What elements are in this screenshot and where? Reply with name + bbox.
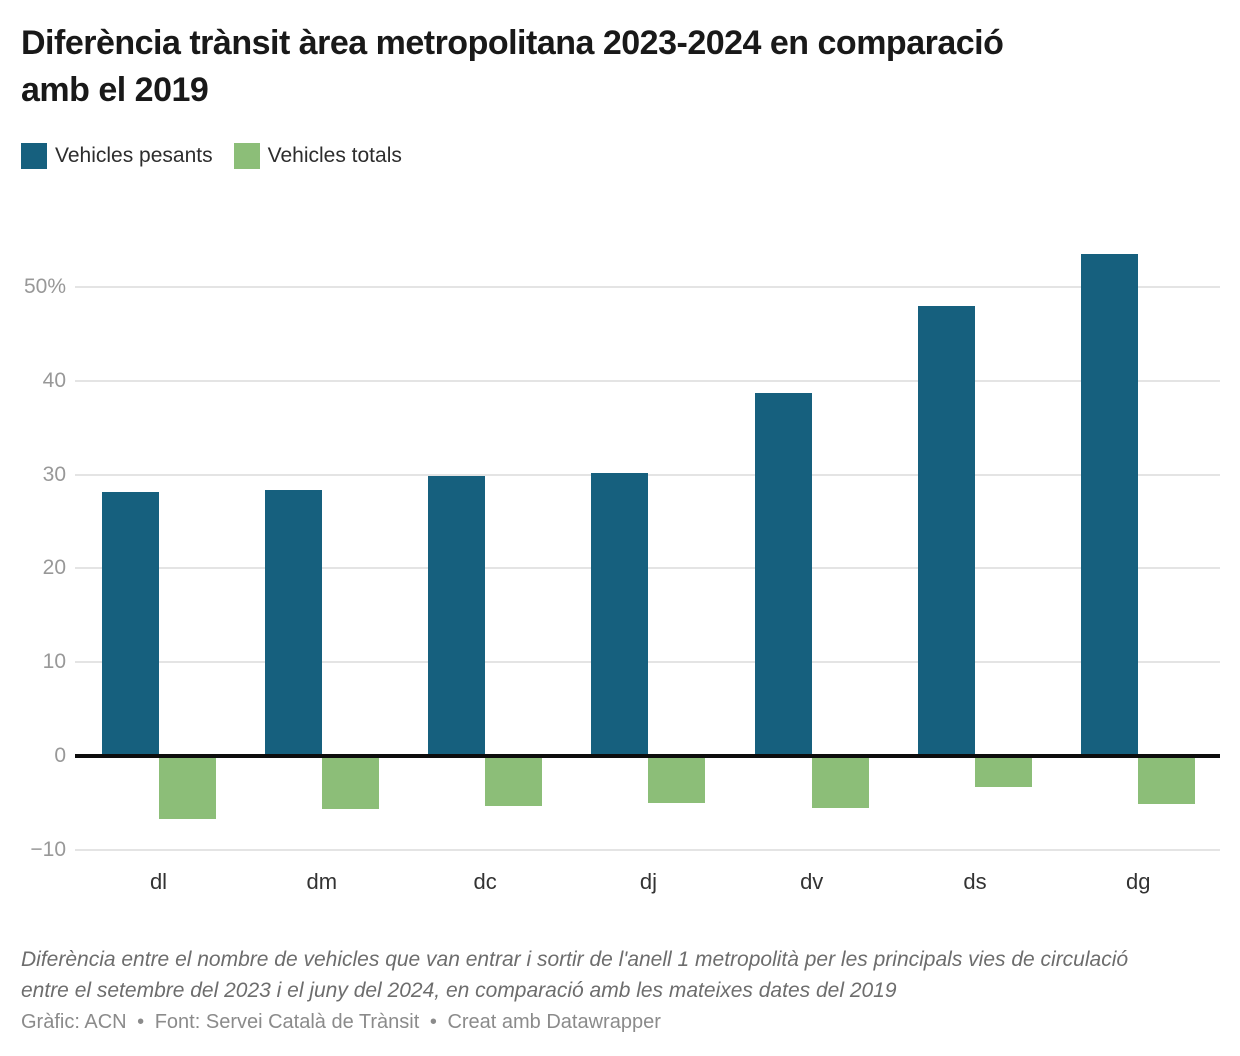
y-axis-tick-label-0: 0 xyxy=(54,744,66,767)
y-axis-tick-label-20: 20 xyxy=(42,556,66,580)
footer-datawrapper-link[interactable]: Creat amb Datawrapper xyxy=(447,1011,661,1033)
legend-swatch-totals xyxy=(233,143,260,169)
chart-footer: Gràfic: ACN • Font: Servei Català de Trà… xyxy=(21,1011,661,1034)
chart-title: Diferència trànsit àrea metropolitana 20… xyxy=(21,24,1004,109)
y-axis-tick-label-40: 40 xyxy=(42,368,66,392)
bar-totals-dj[interactable] xyxy=(648,756,706,803)
bar-totals-dm[interactable] xyxy=(321,756,379,809)
bar-totals-dg[interactable] xyxy=(1138,756,1196,804)
footer-credit: Gràfic: ACN xyxy=(21,1011,127,1033)
y-axis-tick-label-10: 10 xyxy=(42,650,66,674)
legend-swatch-pesants xyxy=(21,143,47,169)
bar-totals-dv[interactable] xyxy=(811,756,869,808)
bar-totals-dc[interactable] xyxy=(485,756,543,806)
footer-separator-icon: • xyxy=(137,1011,145,1033)
zero-axis-line xyxy=(75,754,1220,758)
x-axis-label-dv: dv xyxy=(800,869,824,894)
legend-item-totals: Vehicles totals xyxy=(233,143,402,169)
legend-label-pesants: Vehicles pesants xyxy=(55,144,213,167)
legend-label-totals: Vehicles totals xyxy=(267,144,402,167)
gridline-50 xyxy=(75,286,1220,288)
chart-note: Diferència entre el nombre de vehicles q… xyxy=(21,948,1129,1002)
legend-item-pesants: Vehicles pesants xyxy=(21,143,213,169)
bar-totals-dl[interactable] xyxy=(158,756,216,819)
bar-pesants-dj[interactable] xyxy=(591,472,649,756)
bar-pesants-dv[interactable] xyxy=(754,392,812,756)
bar-pesants-ds[interactable] xyxy=(918,305,975,756)
x-axis-label-dj: dj xyxy=(639,869,657,894)
x-axis-label-dm: dm xyxy=(306,869,338,894)
gridline-40 xyxy=(75,379,1220,382)
x-axis-label-dg: dg xyxy=(1126,869,1151,894)
bar-pesants-dg[interactable] xyxy=(1081,254,1139,756)
gridline--10 xyxy=(75,848,1220,851)
legend: Vehicles pesants Vehicles totals xyxy=(21,143,402,169)
bar-pesants-dm[interactable] xyxy=(264,489,322,756)
bar-pesants-dc[interactable] xyxy=(428,476,486,756)
y-axis-tick-label-30: 30 xyxy=(42,462,66,486)
y-axis-tick-label--10: −10 xyxy=(30,837,66,861)
footer-source: Font: Servei Català de Trànsit xyxy=(154,1011,420,1033)
bar-totals-ds[interactable] xyxy=(975,756,1032,787)
x-axis-label-dc: dc xyxy=(473,869,497,894)
y-axis-tick-label-50: 50% xyxy=(23,275,66,298)
x-axis-label-ds: ds xyxy=(963,869,987,894)
bar-pesants-dl[interactable] xyxy=(101,492,159,756)
x-axis-label-dl: dl xyxy=(149,869,168,894)
footer-separator-icon: • xyxy=(429,1011,437,1033)
